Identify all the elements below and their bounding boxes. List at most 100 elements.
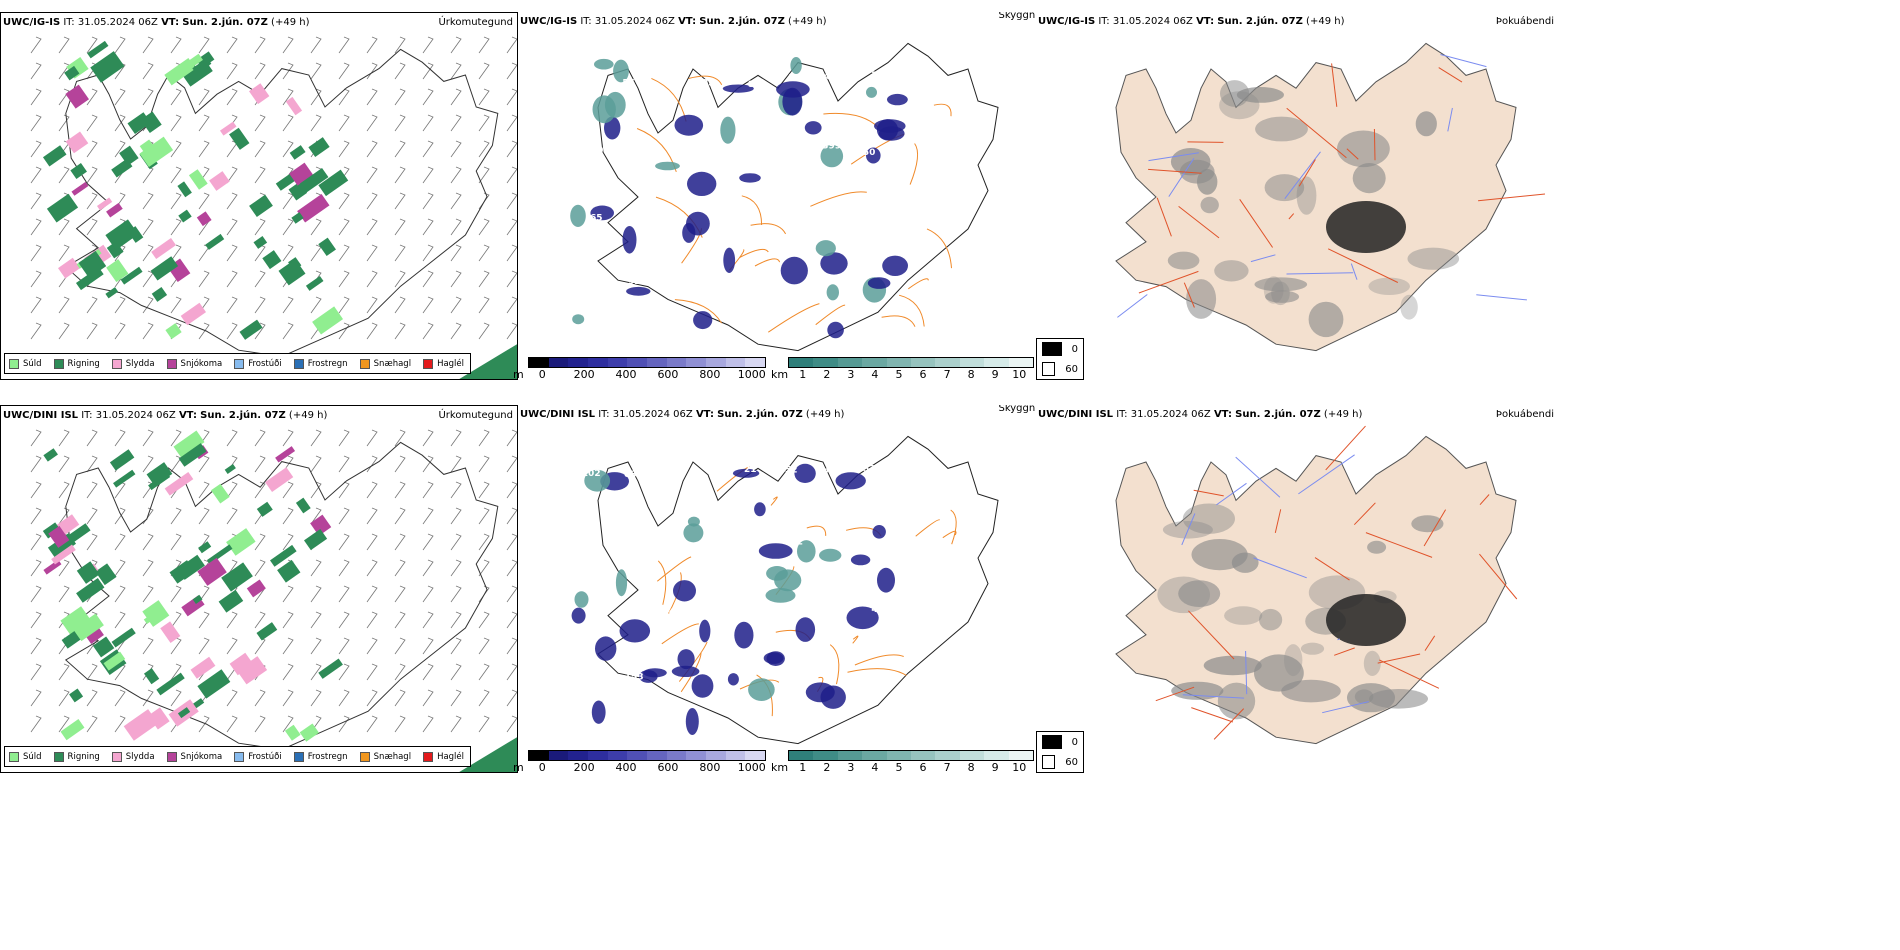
lead-time: (+49 h) [1306,16,1345,27]
precip-patch [236,656,268,685]
colorbar-cell [984,751,1009,760]
wind-barb [450,166,462,184]
road [898,294,925,327]
coastline [597,435,999,745]
wind-barb [142,455,154,473]
visibility-map: 73 56 64 99 80 24 41 10 50 78 79 49 57 114 399 50 65 48 47… [570,42,999,352]
colorbar-cell [725,751,746,760]
fog-legend-item: 0 [1037,732,1083,752]
wind-barb [86,218,98,236]
road [881,315,916,327]
visibility-value-label: 68 [624,470,637,480]
precip-patch [69,688,84,703]
wind-barb [58,322,70,340]
visibility-patch [867,277,891,289]
wind-barb [394,322,406,340]
wind-barb [478,140,490,158]
wind-barb [338,192,350,210]
fog-shading [1407,247,1460,270]
wind-barb [422,559,434,577]
panel-header: UWC/DINI ISL IT: 31.05.2024 06Z VT: Sun.… [3,410,327,421]
precip-patch [177,181,192,198]
road [1350,263,1358,280]
wind-barb [310,218,322,236]
visibility-value-label: 74 [591,281,604,291]
wind-barb [478,62,490,80]
ceiling-colorbar-ticks: 0 200 400 600 800 1000 [528,368,766,381]
wind-barb [198,611,210,629]
coastline [64,441,499,751]
wind-barb [30,507,42,525]
wind-barb [254,429,266,447]
colorbar-tick: 1 [799,368,807,381]
it-label: IT: [1116,409,1128,420]
model-name: UWC/DINI ISL [3,410,79,421]
wind-barb [422,455,434,473]
precip-patch [71,181,89,196]
precip-patch [218,589,244,613]
precip-patch [95,563,117,586]
colorbar-cell [862,751,887,760]
wind-barb [310,507,322,525]
colorbar-cell [548,358,569,367]
road [1365,532,1433,558]
visibility-patch [795,617,816,642]
visibility-value-label: 92 [628,277,641,287]
precip-patch [42,522,61,539]
road [909,143,919,185]
fog-shading [1415,111,1437,137]
wind-barb [506,36,517,54]
wind-barb [338,689,350,707]
fog-legend-label: 0 [1071,343,1078,355]
wind-barb [198,322,210,340]
precip-patch [277,559,301,583]
wind-barb [366,481,378,499]
legend-label: Súld [23,358,42,369]
precip-patch [211,483,230,504]
road [754,258,781,267]
wind-barb [338,218,350,236]
precip-patch [209,171,230,191]
visibility-colorbar-ticks: 1 2 3 4 5 6 7 8 9 10 [788,761,1034,774]
road [829,644,840,685]
wind-barb [226,62,238,80]
fog-shading [1214,260,1249,282]
road [1479,553,1518,600]
road [1424,635,1436,651]
vt-label: VT: [678,16,697,27]
road [1327,248,1399,283]
wind-barb [310,88,322,106]
precip-patch [148,707,170,730]
precip-patch [197,557,227,586]
road [1379,659,1440,689]
road [1155,686,1195,702]
wind-barb [170,218,182,236]
wind-barb [170,585,182,603]
precip-patch [289,145,306,160]
wind-barb [114,88,126,106]
wind-barb [310,114,322,132]
visibility-patch [671,665,700,677]
road [1334,647,1355,656]
legend-item: Slydda [111,751,155,762]
visibility-patch [677,649,695,670]
colorbar-cell [548,751,569,760]
precip-type-panel-top: UWC/IG-IS IT: 31.05.2024 06Z VT: Sun. 2.… [0,12,518,380]
wind-barb [506,663,517,681]
visibility-patch [595,636,617,661]
road [1193,489,1224,497]
visibility-patch [643,668,667,678]
visibility-value-label: 102 [582,469,601,479]
wind-barb [506,192,517,210]
precip-patch [105,287,119,299]
field-name: Þokuábendi [1495,16,1554,27]
precip-patch [198,541,212,554]
wind-barb [450,114,462,132]
wind-barb [478,296,490,314]
precip-patch [46,193,79,223]
road [674,299,723,324]
fog-shading [1182,503,1235,534]
precip-patch [173,430,205,459]
wind-barb [86,533,98,551]
wind-barb [422,296,434,314]
